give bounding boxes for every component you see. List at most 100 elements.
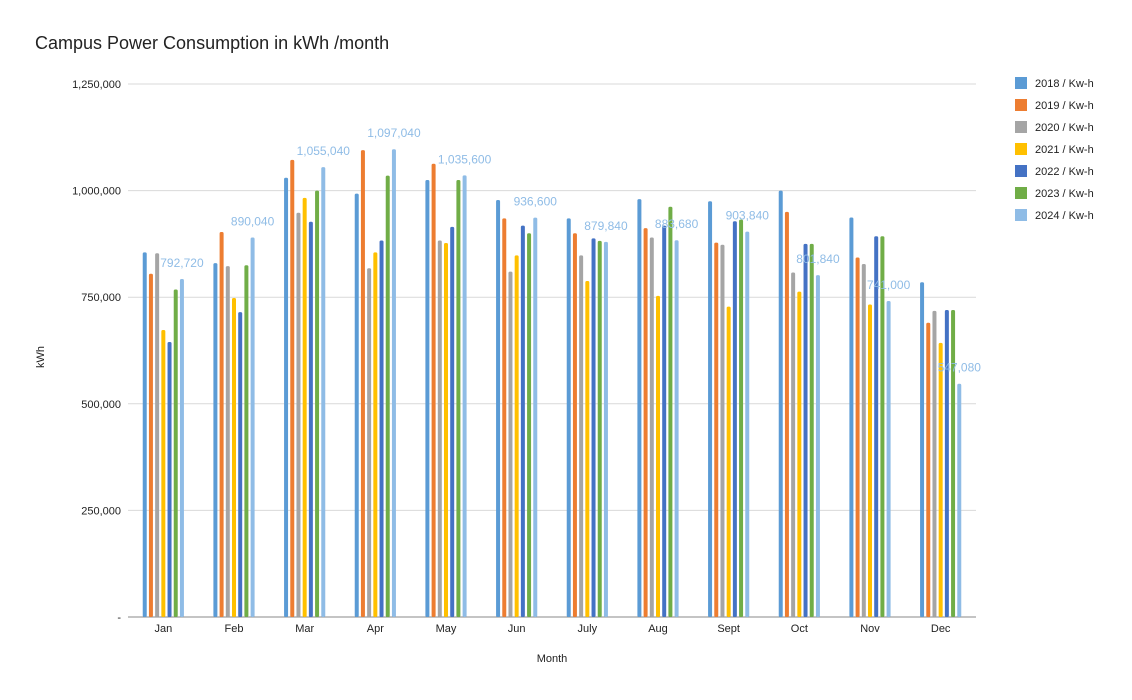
bar-aug-2022-kw-h [662, 225, 667, 617]
bar-may-2023-kw-h [456, 179, 461, 617]
x-axis-title: Month [537, 653, 568, 665]
bar-july-2023-kw-h [597, 240, 602, 617]
x-tick-label-aug: Aug [648, 623, 668, 635]
legend-label-2022-kw-h: 2022 / Kw-h [1035, 166, 1094, 178]
bar-jun-2023-kw-h [527, 233, 532, 618]
bar-mar-2019-kw-h [290, 159, 295, 617]
x-tick-label-mar: Mar [295, 623, 314, 635]
data-label-oct: 801,840 [796, 252, 840, 266]
bar-aug-2019-kw-h [643, 228, 648, 617]
data-labels: 792,720 890,040 1,055,040 1,097,040 1,035,60… [160, 126, 981, 375]
legend-swatch-2024-kw-h [1015, 209, 1027, 221]
bar-feb-2022-kw-h [238, 312, 243, 617]
y-axis-tick-labels: - 250,000 500,000 750,000 1,000,000 1,250,000 [72, 79, 121, 624]
bar-oct-2020-kw-h [791, 272, 796, 617]
bar-nov-2019-kw-h [855, 257, 860, 617]
bar-nov-2021-kw-h [868, 304, 872, 617]
bar-july-2022-kw-h [591, 238, 596, 617]
bar-oct-2021-kw-h [797, 291, 802, 617]
bar-sept-2023-kw-h [739, 219, 744, 617]
bar-mar-2022-kw-h [308, 221, 313, 617]
bar-nov-2020-kw-h [861, 263, 866, 617]
bar-jun-2018-kw-h [496, 199, 501, 617]
legend-label-2023-kw-h: 2023 / Kw-h [1035, 188, 1094, 200]
bar-dec-2024-kw-h [957, 383, 962, 617]
data-label-dec: 547,080 [938, 361, 982, 375]
bar-nov-2018-kw-h [849, 217, 854, 617]
x-tick-label-july: July [578, 623, 598, 635]
bar-aug-2018-kw-h [637, 199, 642, 618]
bar-oct-2022-kw-h [803, 243, 808, 617]
bar-jan-2023-kw-h [173, 289, 178, 617]
bar-jun-2024-kw-h [533, 217, 538, 617]
bar-apr-2023-kw-h [385, 175, 390, 617]
bar-july-2020-kw-h [579, 255, 584, 618]
x-tick-label-jan: Jan [154, 623, 172, 635]
legend-swatch-2020-kw-h [1015, 121, 1027, 133]
bar-oct-2018-kw-h [778, 190, 783, 617]
x-tick-label-sept: Sept [717, 623, 740, 635]
legend-label-2021-kw-h: 2021 / Kw-h [1035, 144, 1094, 156]
bar-dec-2019-kw-h [926, 322, 931, 617]
bar-may-2024-kw-h [462, 175, 467, 617]
bar-feb-2024-kw-h [250, 237, 255, 617]
bar-oct-2019-kw-h [784, 211, 789, 618]
legend-label-2018-kw-h: 2018 / Kw-h [1035, 78, 1094, 90]
data-label-may: 1,035,600 [438, 152, 492, 166]
bar-nov-2022-kw-h [874, 236, 879, 617]
bar-jan-2022-kw-h [167, 341, 172, 617]
bar-may-2022-kw-h [450, 226, 455, 617]
y-tick-label: 750,000 [81, 292, 121, 304]
bar-mar-2024-kw-h [321, 167, 326, 617]
data-label-apr: 1,097,040 [367, 126, 421, 140]
bar-jun-2020-kw-h [508, 271, 513, 617]
bar-apr-2018-kw-h [354, 193, 359, 618]
bar-dec-2018-kw-h [920, 282, 925, 617]
bar-mar-2018-kw-h [284, 177, 289, 618]
bar-mar-2020-kw-h [296, 212, 301, 617]
y-tick-label: - [117, 612, 121, 624]
bar-dec-2021-kw-h [938, 342, 943, 617]
bar-feb-2018-kw-h [213, 263, 218, 617]
bar-nov-2024-kw-h [886, 301, 891, 617]
y-axis-title: kWh [35, 346, 47, 368]
bar-feb-2019-kw-h [219, 231, 224, 617]
bars [142, 149, 962, 618]
y-tick-label: 1,250,000 [72, 79, 121, 91]
bar-may-2021-kw-h [444, 243, 448, 618]
x-tick-label-apr: Apr [367, 623, 384, 635]
bar-jan-2021-kw-h [161, 330, 166, 617]
bar-may-2020-kw-h [437, 240, 442, 617]
bar-jan-2020-kw-h [155, 253, 160, 617]
bar-apr-2020-kw-h [367, 268, 372, 617]
bar-jan-2019-kw-h [148, 273, 153, 617]
y-tick-label: 1,000,000 [72, 186, 121, 198]
chart-title: Campus Power Consumption in kWh /month [35, 33, 390, 53]
legend-swatch-2022-kw-h [1015, 165, 1027, 177]
bar-feb-2021-kw-h [232, 298, 236, 617]
x-axis-tick-labels: Jan Feb Mar Apr May Jun July Aug Sept Oct Nov Dec [154, 623, 950, 635]
data-label-feb: 890,040 [231, 214, 275, 228]
data-label-july: 879,840 [584, 219, 628, 233]
data-label-sept: 903,840 [726, 209, 770, 223]
bar-aug-2023-kw-h [668, 206, 673, 617]
bar-july-2019-kw-h [572, 233, 577, 618]
bar-feb-2020-kw-h [225, 266, 230, 617]
bar-apr-2021-kw-h [373, 252, 378, 618]
bar-sept-2018-kw-h [708, 201, 713, 617]
legend-label-2024-kw-h: 2024 / Kw-h [1035, 210, 1094, 222]
legend-swatch-2018-kw-h [1015, 77, 1027, 89]
y-tick-label: 250,000 [81, 505, 121, 517]
x-tick-label-dec: Dec [931, 623, 951, 635]
bar-july-2024-kw-h [603, 241, 608, 617]
bar-mar-2023-kw-h [315, 190, 320, 617]
bar-may-2019-kw-h [431, 163, 436, 617]
gridlines [128, 83, 976, 618]
legend-label-2019-kw-h: 2019 / Kw-h [1035, 100, 1094, 112]
legend: 2018 / Kw-h 2019 / Kw-h 2020 / Kw-h 2021 / … [1015, 77, 1094, 222]
bar-sept-2019-kw-h [714, 242, 719, 618]
bar-jan-2018-kw-h [142, 252, 147, 618]
bar-nov-2023-kw-h [880, 236, 885, 617]
bar-oct-2024-kw-h [815, 275, 820, 617]
